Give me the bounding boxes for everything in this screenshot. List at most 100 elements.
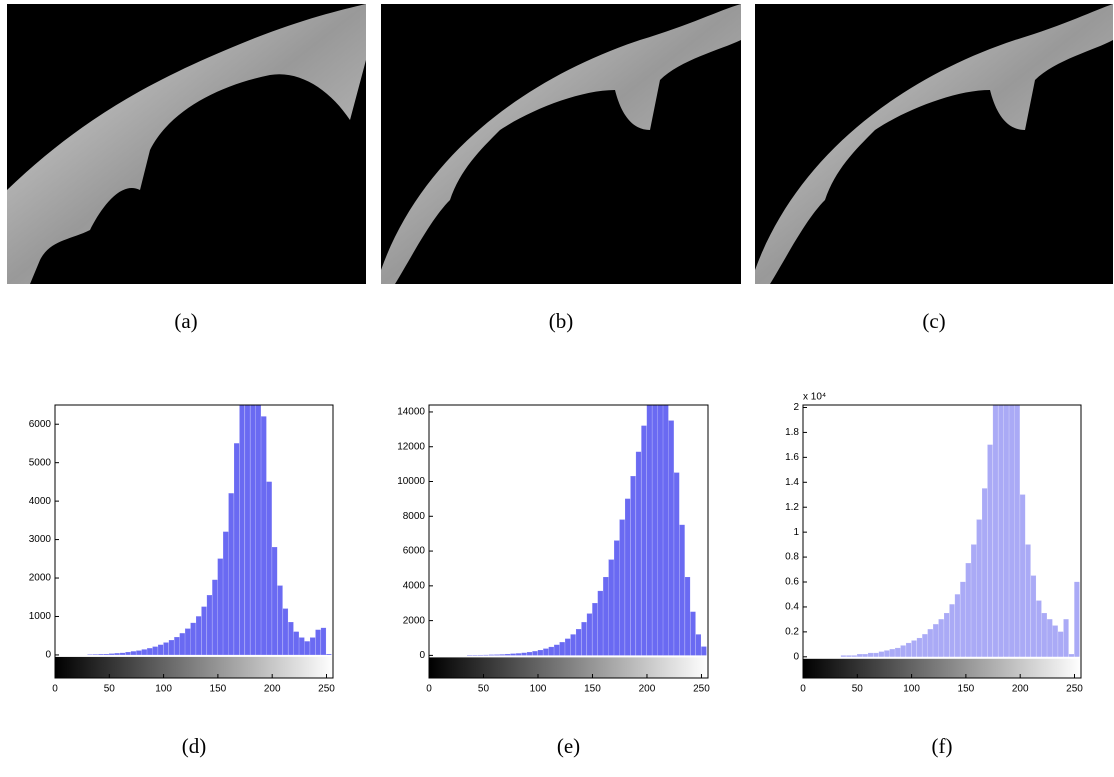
bar [571,635,576,656]
bar [691,612,696,655]
bar [603,577,608,655]
bar [701,647,706,656]
bar [955,594,960,656]
bar [901,646,906,657]
bar [982,489,987,657]
bar [1036,601,1041,657]
y-tick-label: 10000 [397,476,425,487]
x-tick-label: 50 [852,684,864,695]
bar [917,638,922,657]
bar [500,655,505,656]
x-tick-label: 0 [426,684,432,695]
bar [663,395,668,656]
bar [543,649,548,656]
bar [174,637,179,655]
y-tick-label: 0.8 [785,552,799,563]
bar [852,656,857,657]
bar [245,386,250,655]
bar [669,421,674,656]
bar [960,582,965,657]
bar [977,520,982,657]
bar [1026,545,1031,657]
image-c [755,4,1113,284]
bar [928,629,933,656]
bar [1047,619,1052,656]
bar [115,653,120,655]
y-tick-label: 3000 [29,534,52,545]
y-tick-label: 4000 [29,496,52,507]
bar [1015,395,1020,657]
bar [229,493,234,654]
x-tick-label: 100 [903,684,920,695]
bar [511,654,516,656]
colorbar [429,657,708,678]
bar [250,386,255,655]
y-tick-label: 0 [419,650,425,661]
bar [283,609,288,655]
bar [857,654,862,656]
bar [560,642,565,655]
bar [120,653,125,655]
x-tick-label: 150 [210,684,227,695]
bar [1004,395,1009,657]
bar [126,652,131,655]
bar [576,629,581,655]
bar [153,647,158,655]
bar [863,654,868,656]
x-tick-label: 200 [639,684,656,695]
caption: (a) [174,309,197,333]
y-exponent-label: x 10⁴ [803,392,826,403]
y-tick-label: 6000 [29,419,52,430]
y-tick-label: 14000 [397,407,425,418]
bar [191,623,196,655]
bar [1042,613,1047,657]
bar [879,652,884,657]
bar [1074,582,1079,657]
bar [658,395,663,656]
bar [131,651,136,654]
bar [895,648,900,657]
colorbar [803,659,1081,678]
bar [316,630,321,655]
bar [505,654,510,655]
bar [971,545,976,657]
bar [104,654,109,655]
bar [674,473,679,656]
caption: (e) [557,734,580,758]
y-tick-label: 2000 [29,573,52,584]
caption: (f) [932,734,953,758]
y-tick-label: 1.8 [785,427,799,438]
bar [212,580,217,655]
bar [1053,626,1058,657]
x-tick-label: 200 [264,684,281,695]
bar [652,395,657,656]
y-tick-label: 1 [793,527,799,538]
bar [631,476,636,655]
y-tick-label: 2000 [403,615,426,626]
y-tick-label: 0.6 [785,577,799,588]
bar [966,563,971,656]
bar [582,622,587,655]
bar [988,445,993,657]
bar [142,650,147,655]
x-tick-label: 100 [530,684,547,695]
bar [642,426,647,656]
bar [256,386,261,655]
bar [950,604,955,656]
caption: (d) [182,734,207,758]
bar [696,635,701,656]
bar [841,656,846,657]
y-tick-label: 12000 [397,441,425,452]
y-tick-label: 1000 [29,611,52,622]
bar [294,632,299,655]
bar [305,641,310,654]
bar [527,652,532,655]
bar [207,595,212,655]
bar [884,651,889,657]
y-tick-label: 0.4 [785,602,799,613]
bar [1069,654,1074,656]
bar [874,653,879,657]
